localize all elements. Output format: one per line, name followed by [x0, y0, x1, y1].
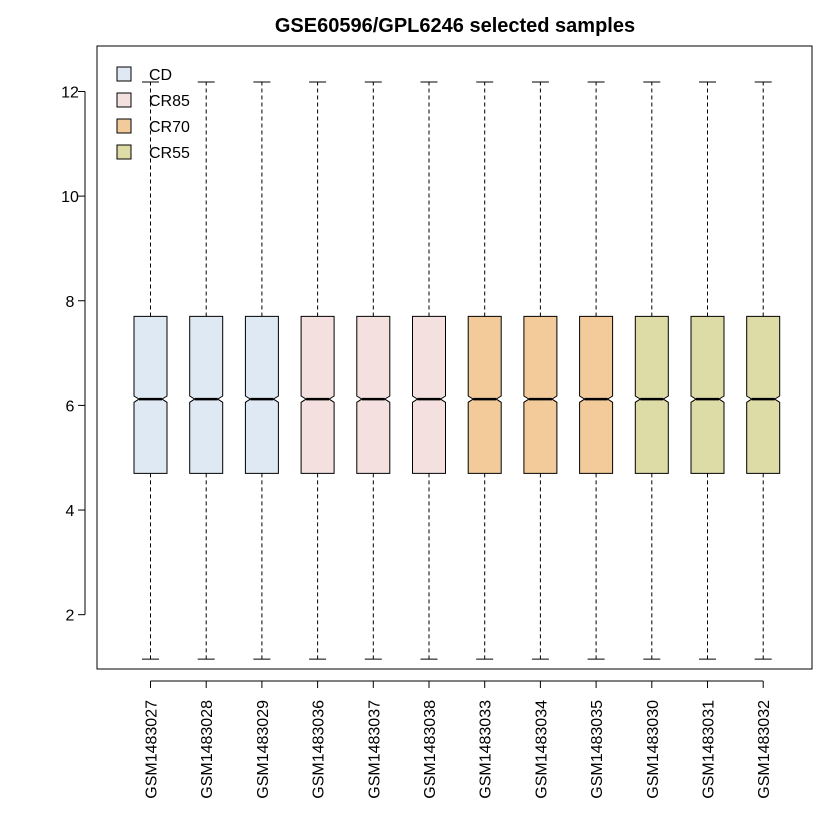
box-body	[746, 315, 781, 474]
x-tick-label: GSM1483030	[645, 700, 662, 799]
legend: CD CR85 CR70 CR55	[116, 66, 190, 162]
legend-label: CD	[149, 67, 172, 84]
y-tick-label: 8	[66, 294, 75, 311]
box-body	[300, 315, 335, 474]
x-tick-label: GSM1483031	[701, 700, 718, 799]
box-GSM1483028	[189, 81, 224, 660]
box-GSM1483027	[133, 81, 168, 660]
legend-item: CR55	[116, 144, 190, 162]
y-tick-label: 4	[66, 503, 75, 520]
x-tick-label: GSM1483027	[144, 700, 161, 799]
box-GSM1483031	[690, 81, 725, 660]
box-GSM1483035	[579, 81, 614, 660]
legend-item: CR70	[116, 118, 190, 136]
y-axis: 2 4 6 8 10 12	[61, 84, 86, 625]
box-body	[412, 315, 446, 474]
box-body	[133, 315, 168, 474]
box-GSM1483036	[300, 81, 335, 660]
y-tick-label: 2	[66, 608, 75, 625]
box-GSM1483034	[523, 81, 558, 660]
box-body	[634, 315, 669, 474]
boxes	[133, 81, 781, 660]
x-tick-label: GSM1483037	[366, 700, 383, 799]
box-GSM1483037	[356, 81, 391, 660]
legend-label: CR55	[149, 145, 190, 162]
box-GSM1483033	[467, 81, 502, 660]
box-body	[523, 315, 558, 474]
plot-frame	[96, 45, 813, 670]
legend-swatch	[116, 66, 132, 82]
box-GSM1483038	[412, 81, 446, 660]
x-tick-label: GSM1483028	[199, 700, 216, 799]
box-GSM1483030	[634, 81, 669, 660]
x-tick-label: GSM1483029	[255, 700, 272, 799]
x-tick-label: GSM1483032	[756, 700, 773, 799]
box-GSM1483029	[244, 81, 279, 660]
x-tick-label: GSM1483033	[478, 700, 495, 799]
box-body	[189, 315, 224, 474]
y-tick-label: 6	[66, 398, 75, 415]
x-tick-label: GSM1483035	[589, 700, 606, 799]
y-tick-label: 10	[61, 189, 79, 206]
box-body	[356, 315, 391, 474]
x-axis-labels: GSM1483027 GSM1483028 GSM1483029 GSM1483036…	[144, 680, 773, 799]
legend-swatch	[116, 144, 132, 160]
box-GSM1483032	[746, 81, 781, 660]
box-body	[690, 315, 725, 474]
x-tick-label: GSM1483036	[311, 700, 328, 799]
box-body	[467, 315, 502, 474]
legend-item: CR85	[116, 92, 190, 110]
chart-title: GSE60596/GPL6246 selected samples	[275, 15, 635, 37]
y-tick-label: 12	[61, 84, 79, 101]
legend-item: CD	[116, 66, 172, 84]
box-body	[244, 315, 279, 474]
legend-label: CR85	[149, 93, 190, 110]
box-body	[579, 315, 614, 474]
x-tick-label: GSM1483038	[422, 700, 439, 799]
x-tick-label: GSM1483034	[533, 700, 550, 799]
legend-swatch	[116, 92, 132, 108]
legend-swatch	[116, 118, 132, 134]
legend-label: CR70	[149, 119, 190, 136]
